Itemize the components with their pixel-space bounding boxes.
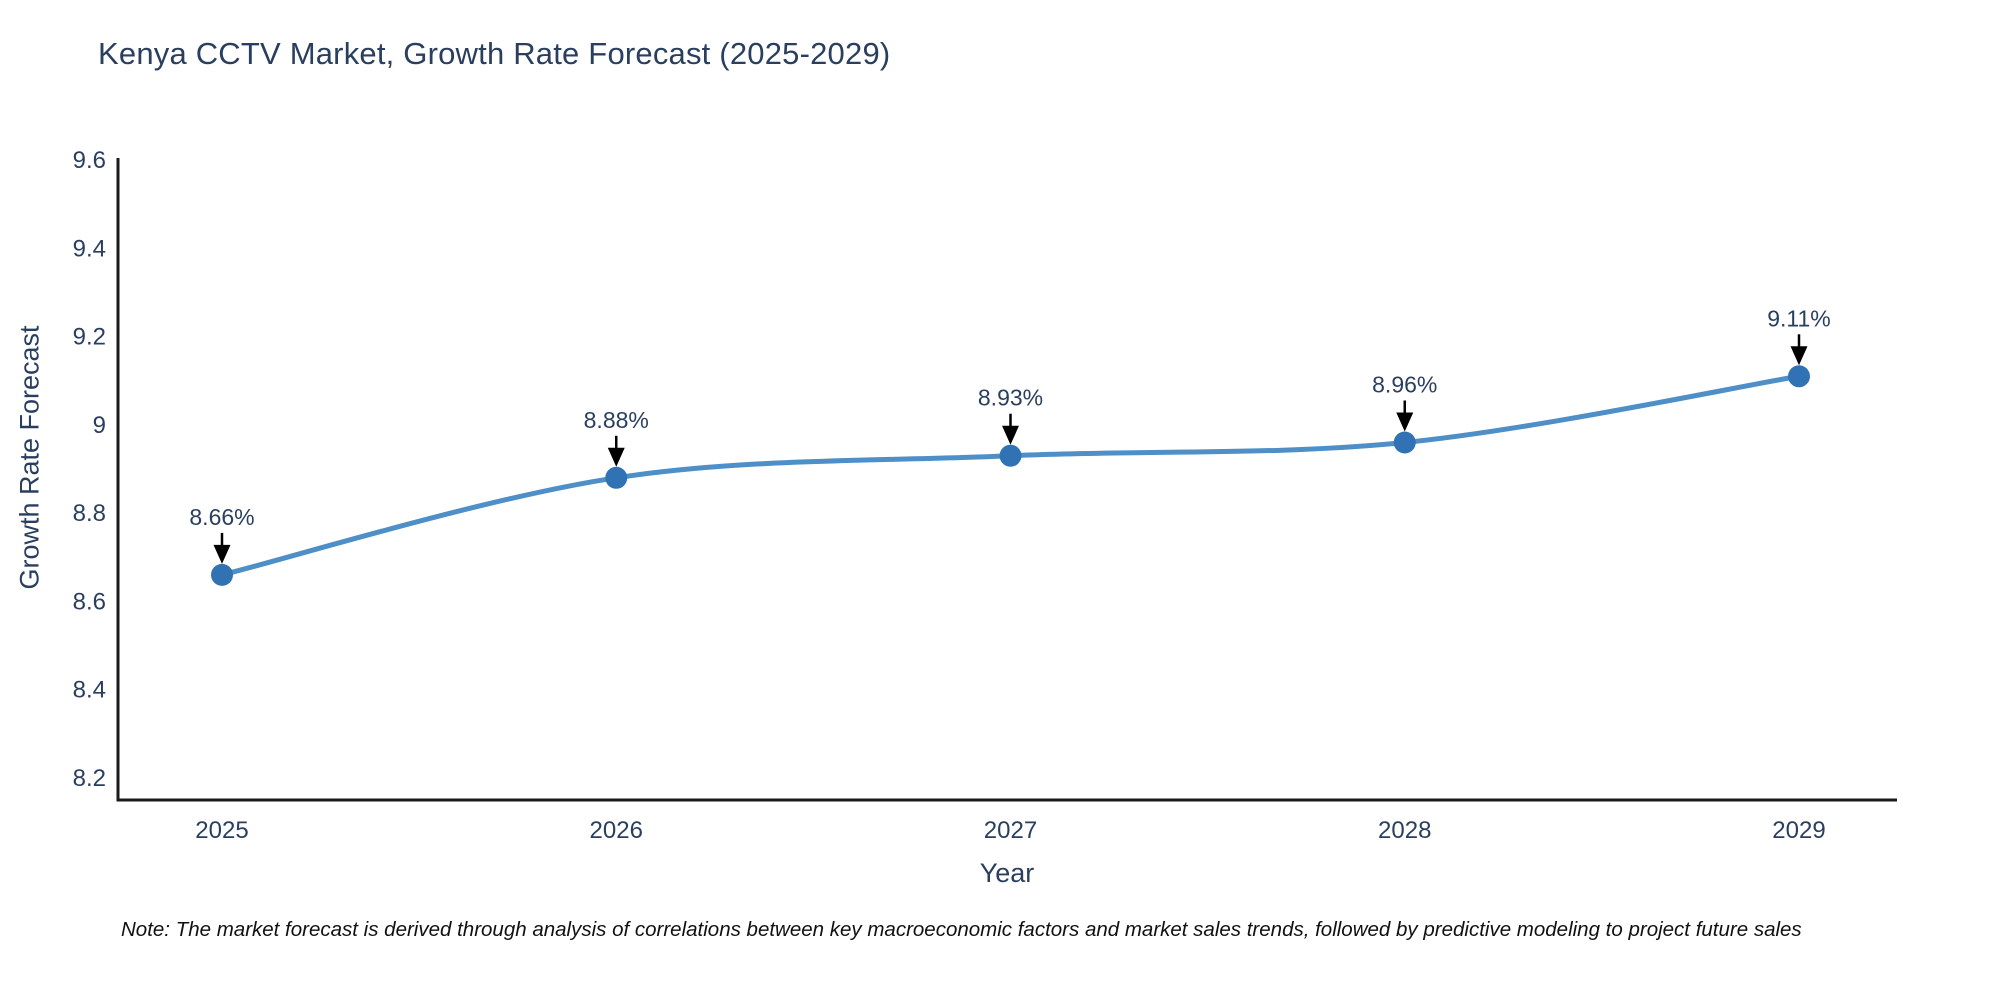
y-tick-label: 8.4 [73, 677, 106, 704]
annotation-arrowhead [213, 544, 231, 564]
y-axis-title: Growth Rate Forecast [14, 325, 45, 590]
chart-title: Kenya CCTV Market, Growth Rate Forecast … [98, 36, 891, 71]
footnote: Note: The market forecast is derived thr… [121, 918, 1802, 941]
x-tick-label: 2029 [1772, 817, 1825, 844]
x-axis-title: Year [979, 858, 1035, 888]
annotation-arrowhead [1002, 425, 1019, 445]
data-point [999, 444, 1022, 467]
point-label: 9.11% [1767, 305, 1831, 331]
annotation-arrowhead [1396, 412, 1414, 432]
x-tick-label: 2025 [195, 817, 248, 844]
y-tick-label: 9.6 [73, 147, 106, 174]
y-tick-label: 9 [93, 412, 106, 439]
data-point [211, 563, 233, 586]
x-tick-label: 2027 [984, 817, 1037, 844]
y-tick-label: 8.2 [73, 765, 106, 792]
y-tick-label: 8.8 [73, 500, 106, 527]
y-tick-label: 8.6 [73, 588, 106, 615]
point-label: 8.93% [978, 385, 1043, 411]
data-point [1393, 431, 1416, 454]
x-tick-label: 2026 [590, 817, 643, 844]
x-tick-label: 2028 [1378, 817, 1431, 844]
annotation-arrowhead [607, 447, 625, 467]
y-tick-label: 9.2 [73, 324, 106, 351]
point-label: 8.88% [584, 407, 649, 433]
point-label: 8.66% [189, 504, 254, 530]
annotation-arrowhead [1790, 346, 1808, 366]
data-point [1788, 365, 1810, 388]
y-tick-label: 9.4 [73, 235, 106, 262]
data-point [605, 466, 628, 489]
point-label: 8.96% [1372, 371, 1437, 397]
